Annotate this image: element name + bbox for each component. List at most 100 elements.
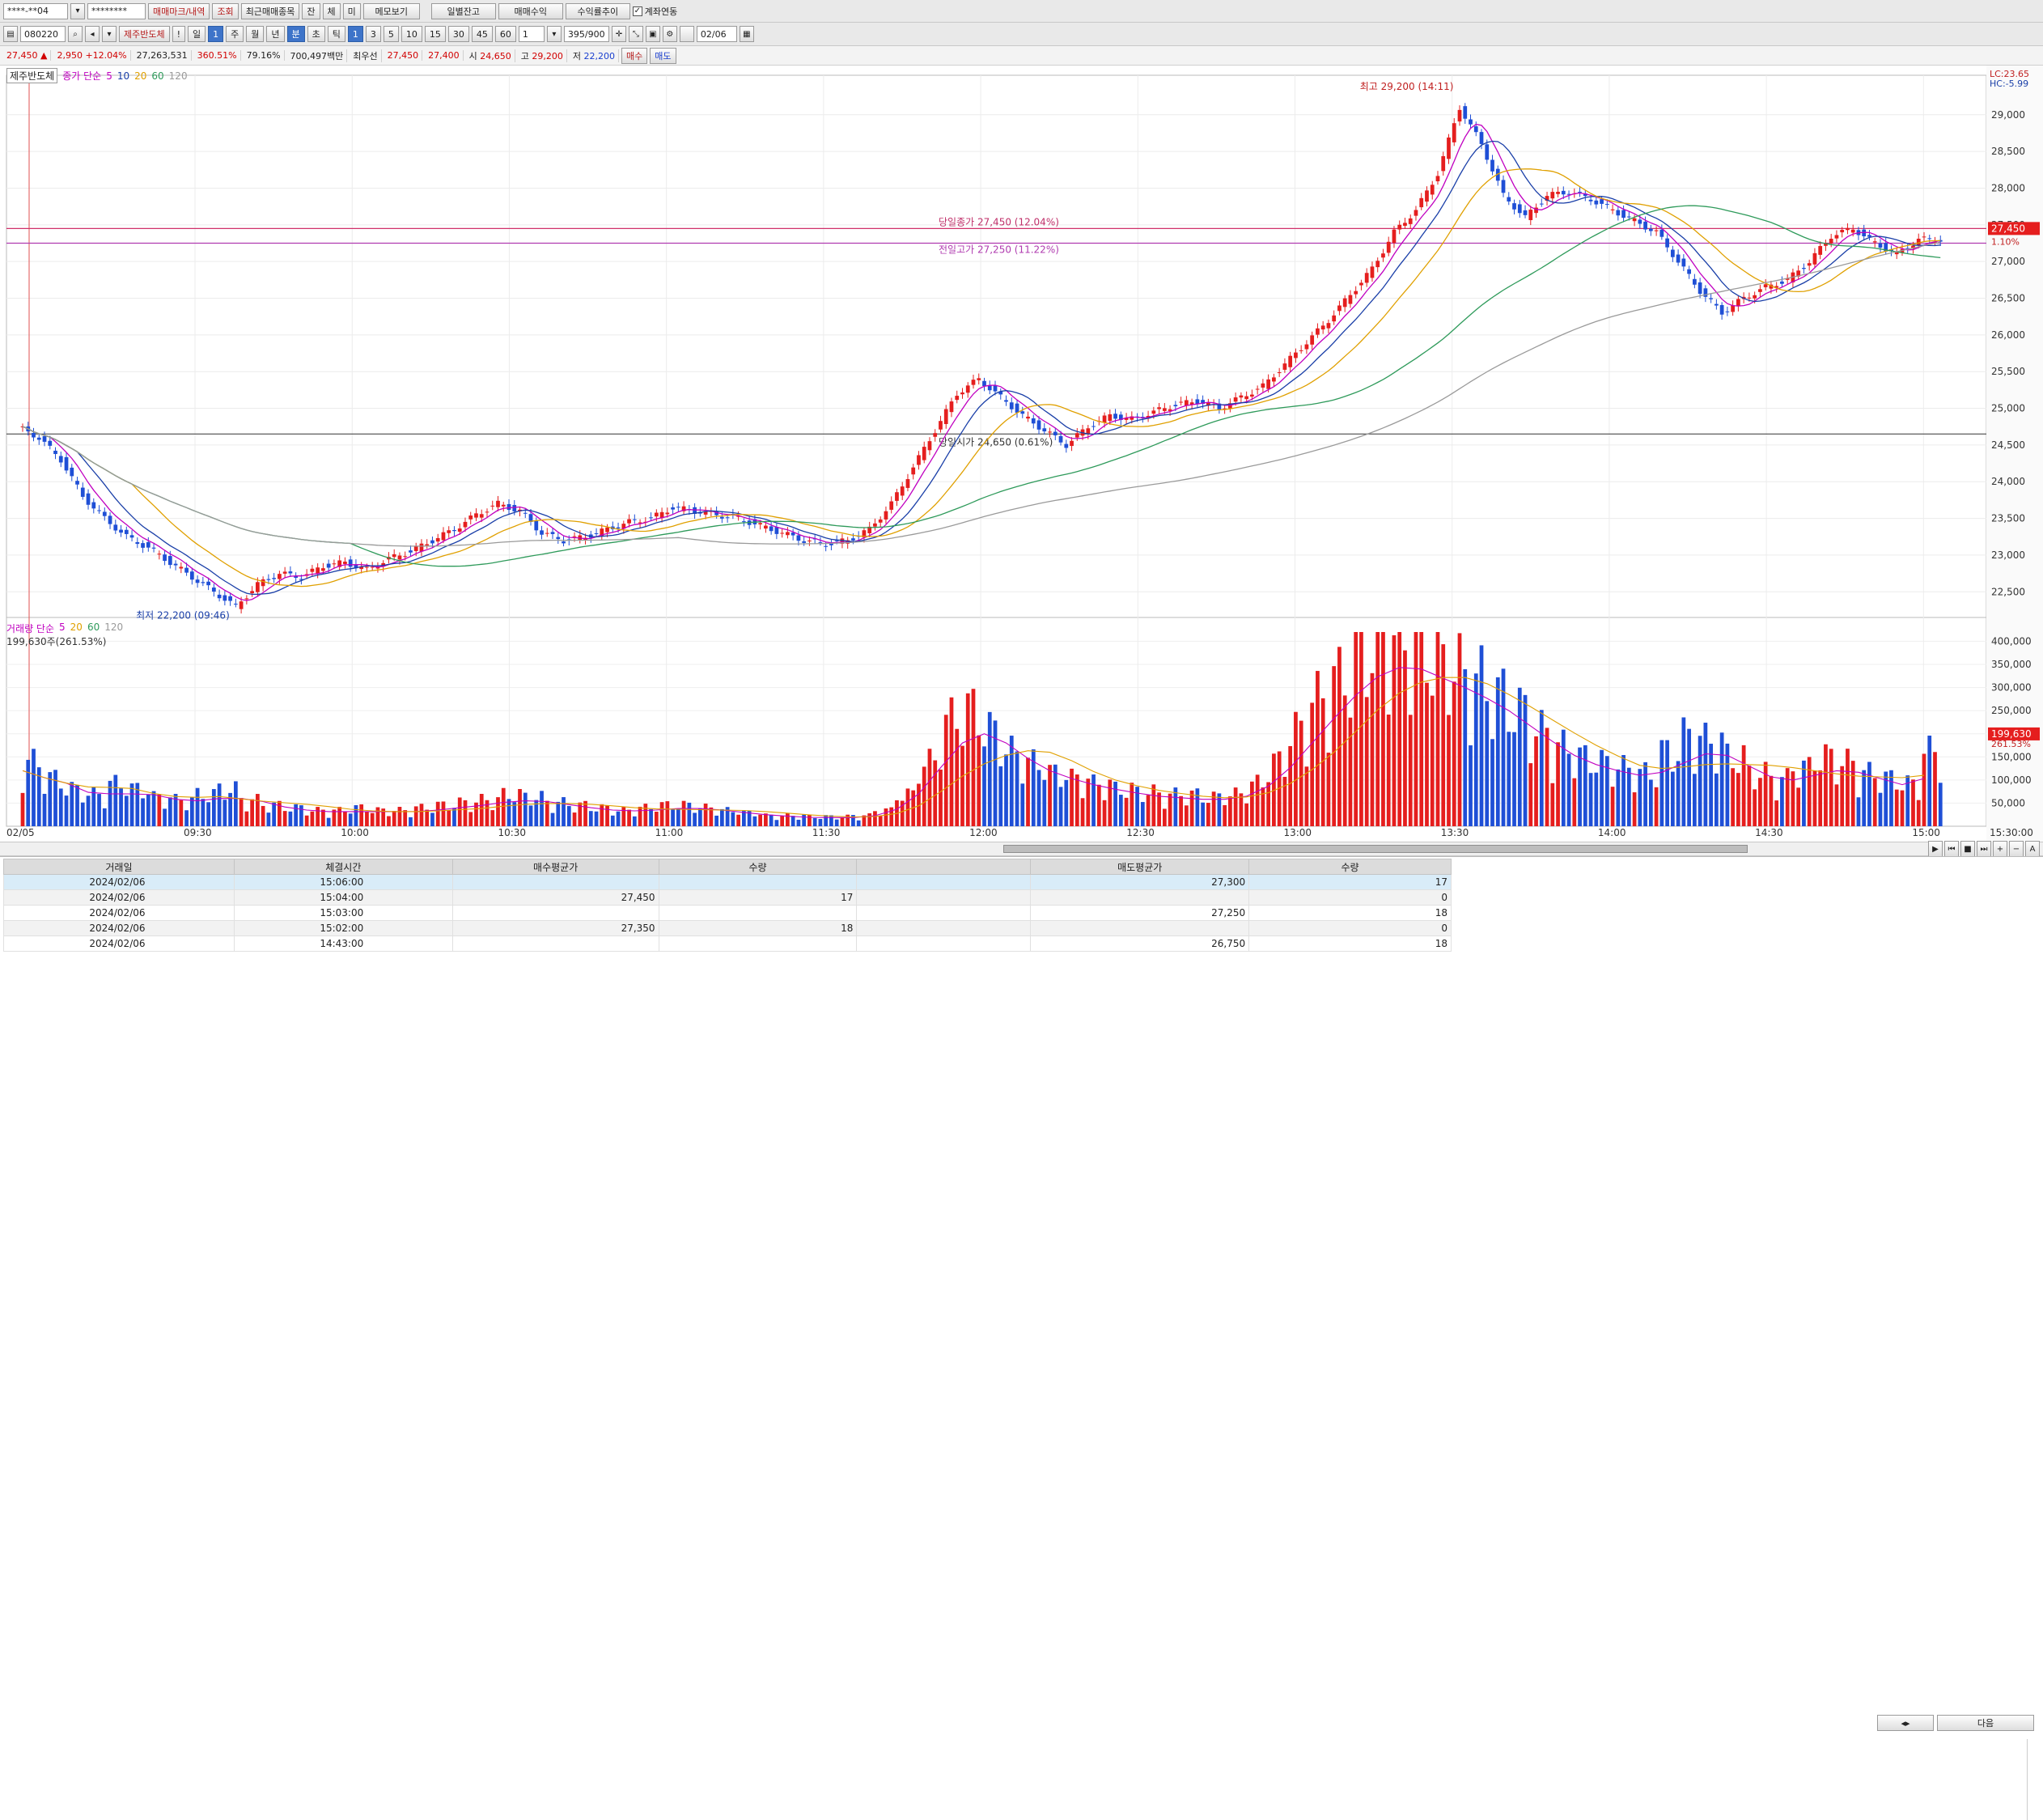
- candle-body: [337, 560, 342, 567]
- stock-code-input[interactable]: 080220: [20, 26, 66, 42]
- play-icon[interactable]: ▶: [1928, 841, 1943, 857]
- crosshair-icon[interactable]: ✛: [611, 26, 626, 42]
- trade-profit-button[interactable]: 매매수익: [498, 2, 563, 19]
- candle-body: [1457, 109, 1462, 122]
- volume-bar: [1780, 777, 1784, 826]
- volume-bar: [736, 814, 740, 826]
- balance-button[interactable]: 잔: [302, 2, 320, 19]
- checkbox-icon[interactable]: [679, 26, 694, 42]
- table-row[interactable]: 2024/02/06 15:03:00 27,250 18: [3, 905, 1452, 921]
- chevron-down-icon[interactable]: ▾: [70, 2, 85, 19]
- volume-bar: [1600, 749, 1604, 826]
- first-icon[interactable]: ⏮: [1944, 841, 1959, 857]
- time-tick-label: 12:30: [1126, 827, 1155, 838]
- volume-bar: [233, 781, 238, 826]
- table-row[interactable]: 2024/02/06 14:43:00 26,750 18: [3, 935, 1452, 952]
- candle-body: [80, 487, 85, 497]
- candle-body: [1840, 229, 1845, 233]
- link-toggle[interactable]: ✓ 계좌연동: [632, 3, 677, 19]
- minute-60[interactable]: 60: [494, 26, 516, 42]
- table-row[interactable]: 2024/02/06 15:04:00 27,450 17 0: [3, 889, 1452, 906]
- period-month[interactable]: 월: [246, 26, 265, 42]
- price-chart[interactable]: 29,00028,50028,00027,50027,00026,50026,0…: [0, 66, 2043, 842]
- zoom-in-icon[interactable]: +: [1993, 841, 2007, 857]
- period-year[interactable]: 년: [266, 26, 285, 42]
- font-icon[interactable]: A: [2025, 841, 2040, 857]
- period-day[interactable]: 일: [188, 26, 206, 42]
- period-alert[interactable]: !: [172, 26, 186, 42]
- next-button[interactable]: 다음: [1937, 1715, 2034, 1731]
- minute-10[interactable]: 10: [401, 26, 422, 42]
- vol-ma120-label: 120: [104, 622, 124, 633]
- volume-bar: [1824, 744, 1828, 826]
- volume-bar: [1375, 632, 1380, 826]
- profit-trend-button[interactable]: 수익률추이: [565, 2, 630, 19]
- volume-bar: [1354, 632, 1358, 826]
- minute-5[interactable]: 5: [383, 26, 399, 42]
- minute-3[interactable]: 3: [365, 26, 381, 42]
- executed-button[interactable]: 체: [322, 2, 341, 19]
- chart-icon[interactable]: ▤: [3, 26, 18, 42]
- volume-bar: [1867, 762, 1871, 826]
- password-field[interactable]: ********: [87, 2, 146, 19]
- candle-body: [36, 437, 41, 440]
- volume-bar: [922, 766, 926, 826]
- query-button[interactable]: 조회: [212, 2, 239, 19]
- minute-15[interactable]: 15: [424, 26, 446, 42]
- period-week[interactable]: 주: [226, 26, 244, 42]
- save-icon[interactable]: ▣: [645, 26, 660, 42]
- candle-body: [184, 567, 189, 573]
- account-select[interactable]: ****-**04: [3, 2, 68, 19]
- pct-marker-label: 1.10%: [1991, 237, 2020, 248]
- minute-1[interactable]: 1: [347, 26, 363, 42]
- scroll-thumb[interactable]: [1003, 845, 1748, 853]
- minute-45[interactable]: 45: [471, 26, 493, 42]
- volume-bar: [146, 794, 150, 826]
- sell-button[interactable]: 매도: [650, 47, 676, 64]
- date-field[interactable]: 02/06: [696, 26, 737, 42]
- volume-bar: [987, 711, 992, 826]
- memo-button[interactable]: 메모보기: [362, 2, 420, 19]
- trade-mark-button[interactable]: 매매마크/내역: [148, 2, 210, 19]
- candle-body: [1692, 278, 1697, 285]
- chart-scrollbar[interactable]: [0, 842, 2043, 856]
- chevron-down-icon[interactable]: ▾: [546, 26, 562, 42]
- interval-input[interactable]: 1: [518, 26, 545, 42]
- dropdown-icon[interactable]: ▾: [102, 26, 117, 42]
- checkbox-icon[interactable]: ✓: [632, 6, 642, 16]
- candle-body: [987, 385, 992, 391]
- volume-bar: [58, 788, 63, 826]
- volume-bar: [1938, 783, 1943, 826]
- volume-bar: [375, 807, 380, 826]
- minute-30[interactable]: 30: [447, 26, 469, 42]
- gear-icon[interactable]: ⚙: [662, 26, 677, 42]
- table-row[interactable]: 2024/02/06 15:06:00 27,300 17: [3, 874, 1452, 890]
- zoom-out-icon[interactable]: −: [2009, 841, 2024, 857]
- volume-bar: [1113, 781, 1117, 826]
- recent-stocks-button[interactable]: 최근매매종목: [240, 2, 300, 19]
- period-tick[interactable]: 틱: [327, 26, 345, 42]
- period-second[interactable]: 초: [307, 26, 325, 42]
- period-minute[interactable]: 분: [286, 26, 305, 42]
- table-scrollbar[interactable]: [2027, 1739, 2040, 1820]
- count-field[interactable]: 395/900: [563, 26, 609, 42]
- volume-bar: [747, 810, 752, 826]
- volume-bar: [1348, 717, 1353, 826]
- volume-bar: [578, 802, 583, 826]
- high-quote: 고 29,200: [518, 49, 567, 62]
- last-icon[interactable]: ⏭: [1977, 841, 1991, 857]
- unexecuted-button[interactable]: 미: [342, 2, 361, 19]
- draw-icon[interactable]: ⤡: [628, 26, 643, 42]
- volume-bar: [1304, 766, 1309, 826]
- vol-ma5-label: 5: [59, 622, 66, 633]
- daily-balance-button[interactable]: 일별잔고: [430, 2, 496, 19]
- table-row[interactable]: 2024/02/06 15:02:00 27,350 18 0: [3, 920, 1452, 936]
- period-value[interactable]: 1: [208, 26, 224, 42]
- candle-body: [1009, 402, 1014, 409]
- stop-icon[interactable]: ■: [1960, 841, 1975, 857]
- buy-button[interactable]: 매수: [621, 47, 648, 64]
- prev-button[interactable]: ◂▸: [1877, 1715, 1934, 1731]
- sound-icon[interactable]: ◂: [85, 26, 100, 42]
- calendar-icon[interactable]: ▦: [739, 26, 754, 42]
- search-icon[interactable]: ⌕: [68, 26, 83, 42]
